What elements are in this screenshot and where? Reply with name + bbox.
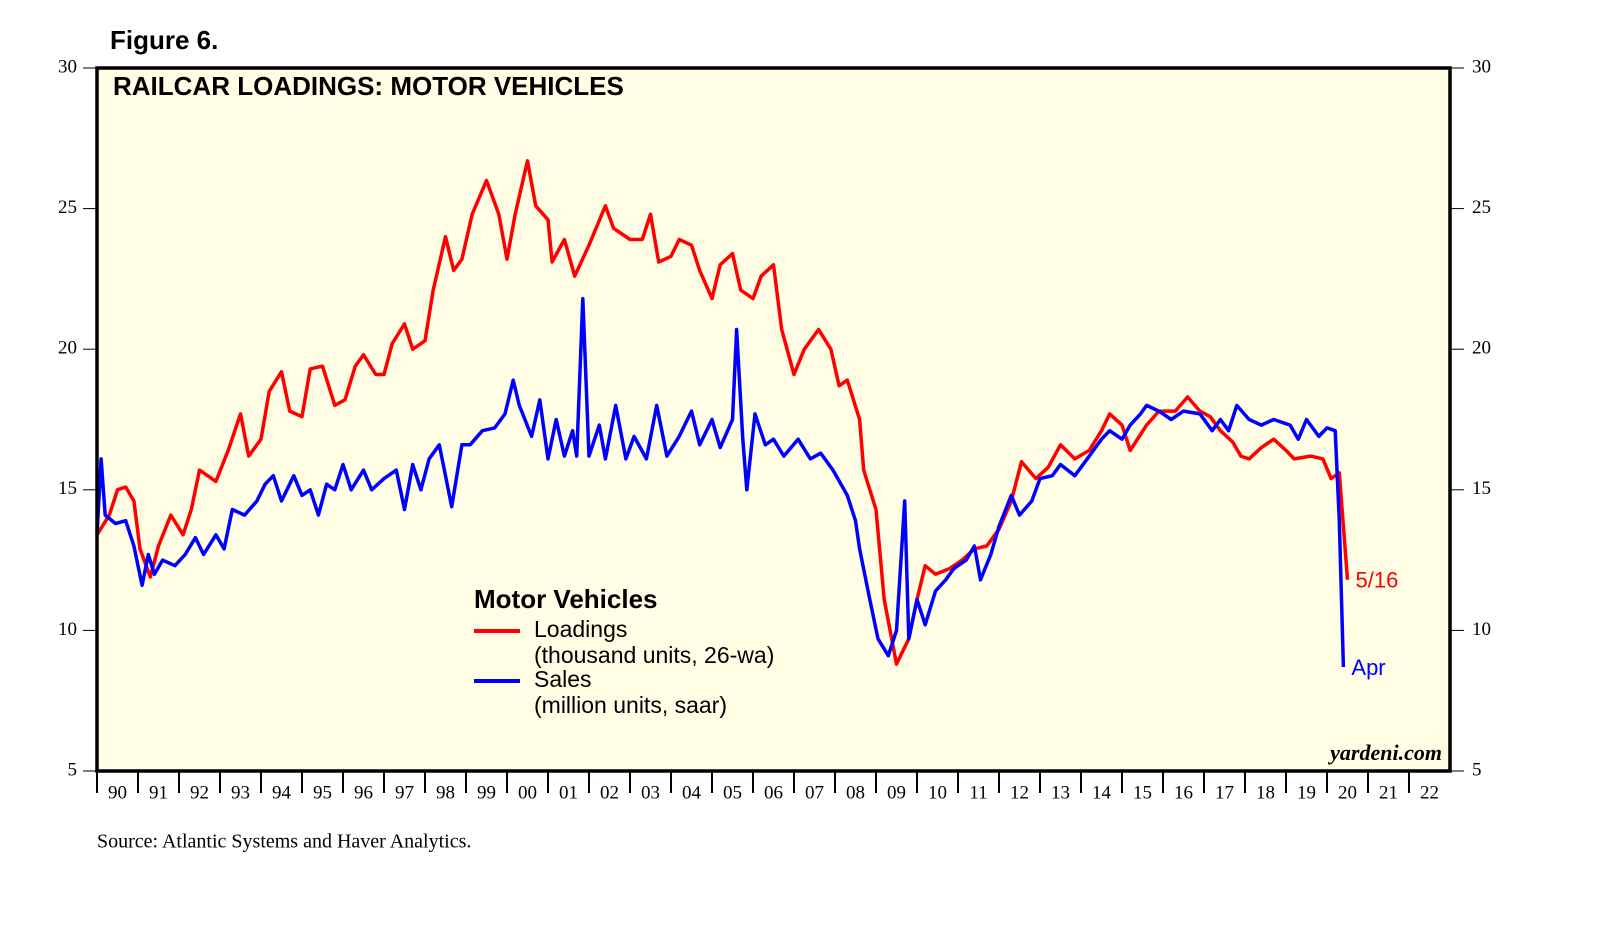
x-tick-label: 03 <box>641 782 660 803</box>
x-tick-label: 19 <box>1297 782 1316 803</box>
x-tick-label: 18 <box>1256 782 1275 803</box>
legend-label: Loadings <box>534 616 627 642</box>
y2-tick-label: 10 <box>1472 619 1491 640</box>
x-tick-label: 16 <box>1174 782 1193 803</box>
x-tick-label: 96 <box>354 782 373 803</box>
y2-tick-label: 30 <box>1472 56 1491 77</box>
y-tick-label: 30 <box>58 56 77 77</box>
end-label: Apr <box>1351 655 1385 680</box>
x-tick-label: 05 <box>723 782 742 803</box>
series-line <box>95 159 1350 666</box>
x-tick-label: 93 <box>231 782 250 803</box>
x-tick-label: 20 <box>1338 782 1357 803</box>
x-tick-label: 98 <box>436 782 455 803</box>
legend-unit: (million units, saar) <box>534 692 727 718</box>
x-tick-label: 01 <box>559 782 578 803</box>
x-tick-label: 08 <box>846 782 865 803</box>
plot-background <box>97 68 1450 771</box>
source: Source: Atlantic Systems and Haver Analy… <box>97 831 471 853</box>
x-tick-label: 94 <box>272 782 292 803</box>
y-tick-label: 15 <box>58 478 77 499</box>
x-tick-label: 06 <box>764 782 783 803</box>
x-tick-label: 13 <box>1051 782 1070 803</box>
x-tick-label: 09 <box>887 782 906 803</box>
y2-tick-label: 20 <box>1472 338 1491 359</box>
figure-label: Figure 6. <box>110 25 218 55</box>
x-tick-label: 92 <box>190 782 209 803</box>
x-tick-label: 91 <box>149 782 168 803</box>
y2-tick-label: 15 <box>1472 478 1491 499</box>
x-tick-label: 15 <box>1133 782 1152 803</box>
x-tick-label: 07 <box>805 782 824 803</box>
x-tick-label: 22 <box>1420 782 1439 803</box>
legend-title: Motor Vehicles <box>474 584 658 614</box>
legend-unit: (thousand units, 26-wa) <box>534 642 774 668</box>
y-tick-label: 5 <box>68 759 78 780</box>
x-tick-label: 14 <box>1092 782 1112 803</box>
x-tick-label: 00 <box>518 782 537 803</box>
y-tick-label: 20 <box>58 338 77 359</box>
y-tick-label: 25 <box>58 197 77 218</box>
plot-frame <box>95 66 1452 773</box>
x-tick-label: 95 <box>313 782 332 803</box>
legend-label: Sales <box>534 666 592 692</box>
y2-tick-label: 25 <box>1472 197 1491 218</box>
y2-tick-label: 5 <box>1472 759 1482 780</box>
credit: yardeni.com <box>1327 740 1442 765</box>
y-tick-label: 10 <box>58 619 77 640</box>
end-label: 5/16 <box>1356 568 1399 593</box>
chart-title: RAILCAR LOADINGS: MOTOR VEHICLES <box>113 71 624 101</box>
series-line <box>95 296 1346 668</box>
x-tick-label: 17 <box>1215 782 1234 803</box>
x-tick-label: 11 <box>969 782 987 803</box>
x-tick-label: 02 <box>600 782 619 803</box>
x-tick-label: 12 <box>1010 782 1029 803</box>
x-tick-label: 10 <box>928 782 947 803</box>
x-tick-label: 90 <box>108 782 127 803</box>
x-tick-label: 97 <box>395 782 414 803</box>
x-tick-label: 99 <box>477 782 496 803</box>
x-tick-label: 21 <box>1379 782 1398 803</box>
x-tick-label: 04 <box>682 782 702 803</box>
